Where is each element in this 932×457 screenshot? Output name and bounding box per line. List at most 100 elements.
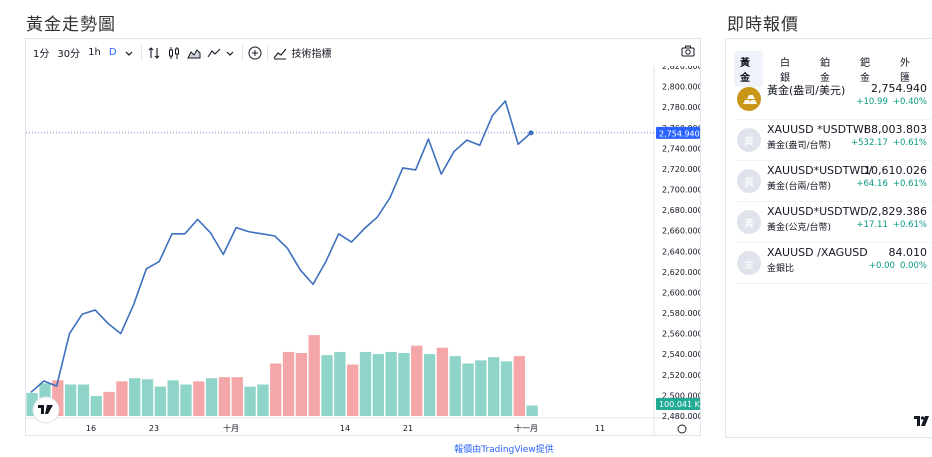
quote-description: 黃金(台兩/台幣) [767,182,832,192]
line-icon[interactable] [206,45,222,61]
chart-widget[interactable]: 1分 30分 1h D 技術指標 [25,38,701,436]
toolbar-divider [140,44,142,61]
y-tick-label: 2,700.000 [662,186,700,195]
quote-change: +64.16 +0.61% [856,179,927,189]
tradingview-logo [914,416,930,429]
add-icon[interactable] [247,45,263,61]
volume-bar [526,405,538,416]
y-tick-label: 2,740.000 [662,144,700,153]
quote-change-pct: +0.61% [892,179,927,189]
interval-d-button[interactable]: D [108,47,117,58]
interval-1h-button[interactable]: 1h [88,47,101,58]
volume-bar [141,379,154,416]
chevron-down-icon[interactable] [121,45,137,61]
volume-bar [244,386,256,416]
x-tick-label: 11 [595,424,605,433]
interval-1m-button[interactable]: 1分 [33,49,50,60]
quote-change: +532.17 +0.61% [851,138,927,148]
last-price-badge [656,126,700,139]
volume-bar [321,355,333,416]
interval-30m-button[interactable]: 30分 [57,49,81,60]
volume-bar [295,353,308,416]
quote-row[interactable]: 黃 XAUUSD *USDTWI 黃金(盎司/台幣) 88,003.803 +5… [736,120,932,161]
volume-bar [180,384,192,416]
quote-change-pct: +0.61% [892,220,927,230]
tab-palladium[interactable]: 鈀金 [860,58,870,84]
volume-badge-label: 100.041 K [659,400,700,409]
quote-change-abs: +532.17 [851,138,888,148]
camera-icon[interactable] [680,43,696,59]
volume-bar [52,380,64,416]
quote-change: +10.99 +0.40% [856,97,927,107]
quote-price: 88,003.803 [864,123,927,136]
left-title: 黃金走勢圖 [26,15,116,35]
y-tick-label: 2,580.000 [662,309,700,318]
volume-bar [513,356,525,416]
quote-row[interactable]: 金 XAUUSD /XAGUSD 金銀比 84.010 +0.00 0.00% [736,243,932,284]
last-price-dot [528,130,534,136]
candles-icon[interactable] [166,45,182,61]
toolbar-divider [241,44,243,61]
tab-forex[interactable]: 外匯 [900,58,910,84]
volume-bar [462,363,474,416]
volume-bar [282,351,295,416]
volume-bar [90,396,102,416]
gold-placeholder-icon: 黃 [737,128,761,152]
tradingview-credit-link[interactable]: 報價由TradingView提供 [454,445,554,455]
volume-badge [656,398,700,410]
volume-bar [385,351,397,416]
y-tick-label: 2,480.000 [662,412,700,421]
volume-bar [500,361,513,416]
y-tick-label: 2,500.000 [662,391,700,400]
volume-bar [116,381,128,416]
volume-bar [347,364,359,416]
toolbar-divider [266,44,268,61]
y-tick-label: 2,780.000 [662,103,700,112]
volume-bar [77,384,90,416]
price-series-line [30,100,532,393]
y-tick-label: 2,600.000 [662,288,700,297]
quote-description: 金銀比 [767,264,795,274]
price-chart[interactable]: 2,820.0002,800.0002,780.0002,760.0002,74… [26,66,700,436]
volume-bar [205,378,218,416]
volume-bar [129,378,141,416]
y-tick-label: 2,680.000 [662,206,700,215]
quotes-panel: 黃金 白銀 鉑金 鈀金 外匯 黃金(盎司/美元) 2,754.940 +10.9… [725,38,932,438]
quote-change-pct: +0.61% [892,138,927,148]
quote-change-pct: +0.40% [892,97,927,107]
tradingview-glyph [38,405,53,414]
quote-tabs: 黃金 白銀 鉑金 鈀金 外匯 [726,39,932,87]
compare-icon[interactable] [146,45,162,61]
tab-gold[interactable]: 黃金 [734,51,763,87]
area-icon[interactable] [186,45,202,61]
tab-platinum[interactable]: 鉑金 [820,58,830,84]
chevron-down-icon[interactable] [222,45,238,61]
x-tick-label: 21 [403,424,413,433]
volume-bar [372,354,384,416]
tab-silver[interactable]: 白銀 [780,58,790,84]
volume-bar [423,354,436,416]
volume-bar [231,377,243,416]
y-tick-label: 2,620.000 [662,268,700,277]
silver-placeholder-icon: 金 [737,251,761,275]
right-title: 即時報價 [727,15,799,35]
quote-list: 黃金(盎司/美元) 2,754.940 +10.99 +0.40% 黃 XAUUS… [736,79,932,284]
quote-row[interactable]: 黃 XAUUSD*USDTWD/ 黃金(台兩/台幣) 10,610.026 +6… [736,161,932,202]
volume-bar [270,363,282,416]
quote-change-abs: +0.00 [868,261,895,271]
volume-bar [167,380,179,416]
last-price-badge-label: 2,754.940 [659,129,700,138]
gold-bars-icon [737,87,761,111]
quote-change-abs: +10.99 [856,97,888,107]
volume-bar [411,345,423,416]
indicators-icon[interactable] [272,45,288,61]
quote-change: +0.00 0.00% [869,261,927,271]
indicators-button[interactable]: 技術指標 [291,49,332,60]
y-tick-label: 2,720.000 [662,165,700,174]
volume-bar [449,356,461,416]
quote-row[interactable]: 黃金(盎司/美元) 2,754.940 +10.99 +0.40% [736,79,932,120]
volume-bar [475,360,487,416]
volume-bar [257,384,269,416]
quote-row[interactable]: 黃 XAUUSD*USDTWD/ 黃金(公克/台幣) 2,829.386 +17… [736,202,932,243]
x-tick-label: 十一月 [514,423,538,433]
